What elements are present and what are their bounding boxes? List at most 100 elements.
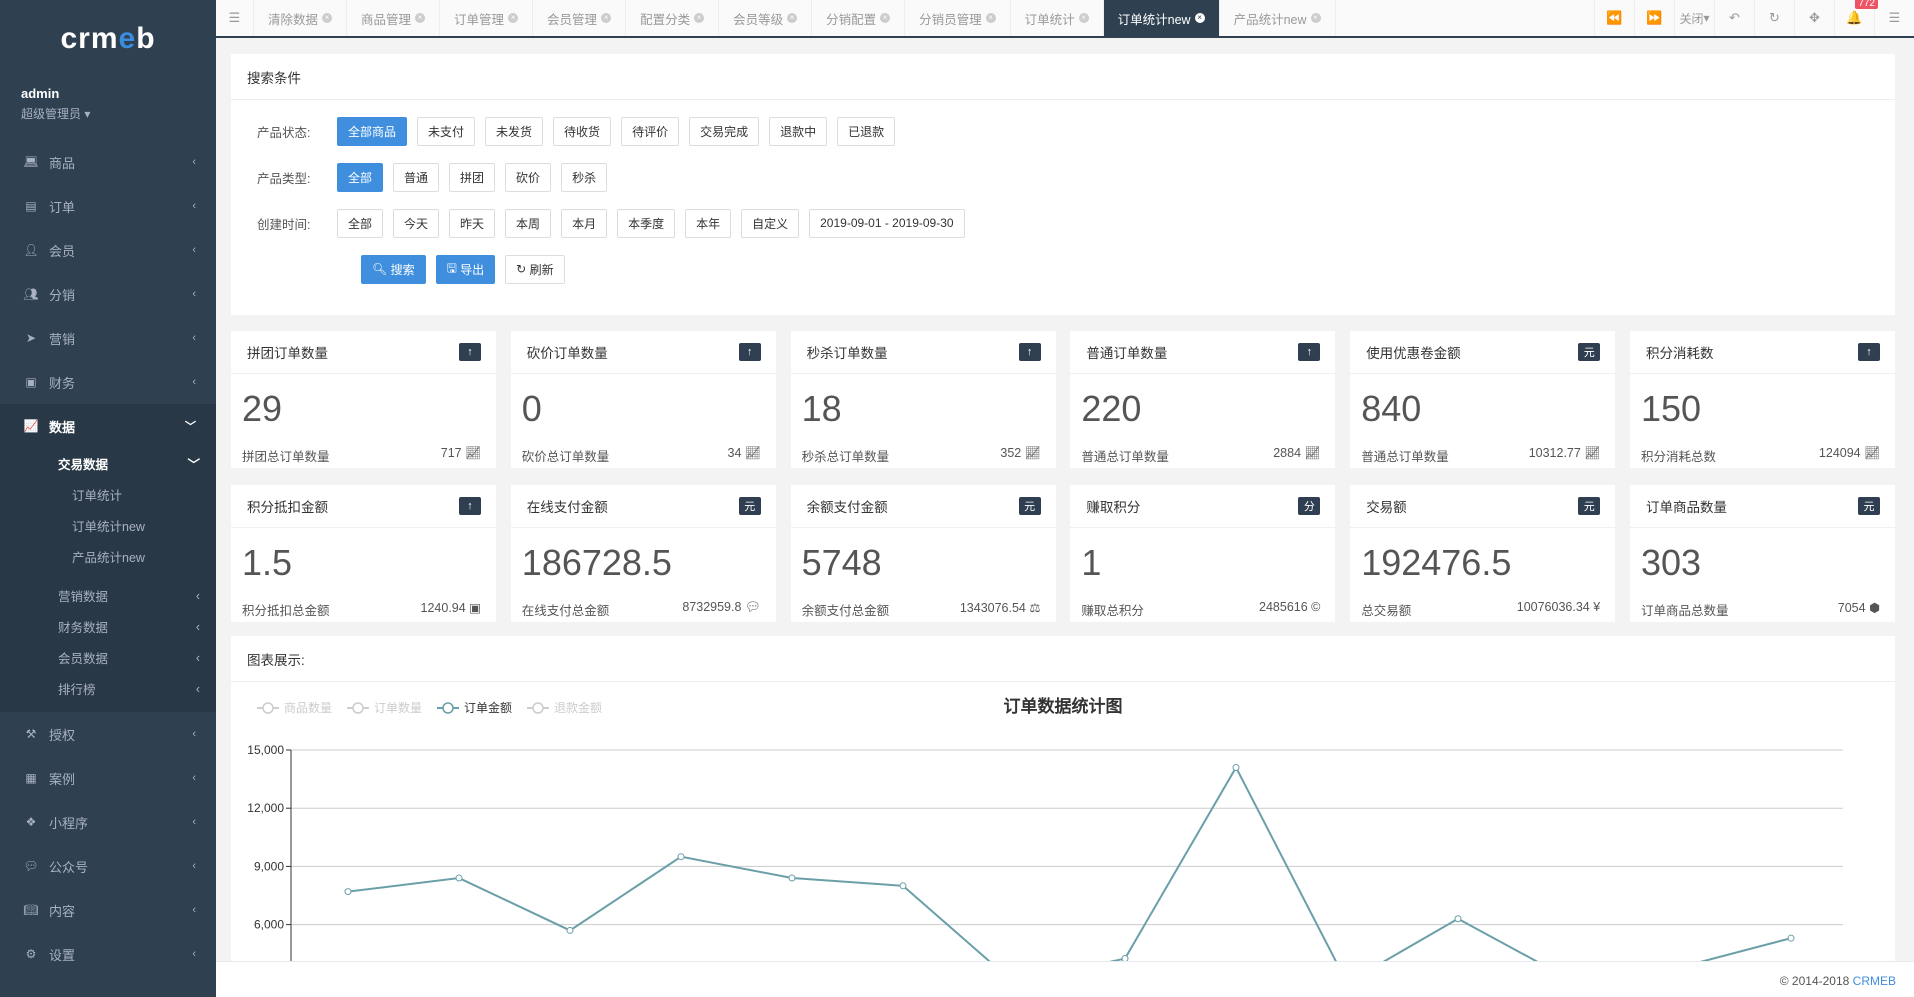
sidebar-group-trade-data[interactable]: 交易数据 ﹀ — [0, 448, 216, 479]
data-point[interactable] — [1232, 763, 1240, 771]
legend-marker[interactable] — [352, 702, 364, 714]
filter-option[interactable]: 交易完成 — [689, 116, 760, 146]
sidebar-subgroup[interactable]: 会员数据 ‹ — [0, 642, 216, 673]
filter-option[interactable]: 退款中 — [769, 116, 828, 146]
filter-option[interactable]: 本年 — [685, 208, 732, 238]
close-tab-icon[interactable]: × — [1194, 13, 1205, 23]
close-tab-icon[interactable]: × — [601, 13, 612, 23]
sidebar-subitem[interactable]: 订单统计 — [0, 479, 216, 510]
tab[interactable]: 清除数据 × — [254, 0, 348, 36]
close-tab-icon[interactable]: × — [1078, 13, 1089, 23]
close-tab-icon[interactable]: × — [985, 13, 996, 23]
card-value: 303 — [1641, 542, 1702, 583]
search-button[interactable]: 🔍︎ 搜索 — [361, 254, 426, 284]
tab[interactable]: 分销员管理 × — [905, 0, 1011, 36]
sidebar-item-users[interactable]: 👥︎ 分销 ‹ — [0, 272, 216, 316]
sidebar-item-user[interactable]: 👤︎ 会员 ‹ — [0, 228, 216, 272]
scroll-right-icon[interactable]: ⏩ — [1634, 0, 1674, 36]
filter-option[interactable]: 砍价 — [505, 162, 552, 192]
sidebar-item-newspaper[interactable]: ▦ 案例 ‹ — [0, 756, 216, 800]
sidebar-item-cubes[interactable]: ❖ 小程序 ‹ — [0, 800, 216, 844]
legend-item[interactable]: 退款金额 — [554, 700, 602, 715]
filter-option[interactable]: 全部商品 — [337, 116, 408, 146]
right-menu-icon[interactable]: ☰ — [1874, 0, 1914, 36]
tab[interactable]: 订单统计 × — [1011, 0, 1104, 36]
bell-icon[interactable]: 🔔 772 — [1834, 0, 1878, 36]
sidebar-item-money[interactable]: ▣ 财务 ‹ — [0, 360, 216, 404]
data-point[interactable] — [899, 882, 907, 890]
filter-option[interactable]: 全部 — [337, 208, 384, 238]
legend-marker[interactable] — [442, 702, 454, 714]
data-point[interactable] — [788, 874, 796, 882]
filter-option[interactable]: 全部 — [337, 162, 384, 192]
filter-option[interactable]: 秒杀 — [561, 162, 608, 192]
filter-option[interactable]: 拼团 — [449, 162, 496, 192]
close-tab-icon[interactable]: × — [1310, 13, 1321, 23]
filter-option[interactable]: 本季度 — [617, 208, 676, 238]
tab[interactable]: 配置分类 × — [626, 0, 720, 36]
legend-marker[interactable] — [262, 702, 274, 714]
filter-option[interactable]: 已退款 — [837, 116, 896, 146]
tab[interactable]: 订单管理 × — [440, 0, 534, 36]
filter-option[interactable]: 今天 — [393, 208, 440, 238]
sidebar-item-laptop[interactable]: 💻︎ 商品 ‹ — [0, 140, 216, 184]
data-point[interactable] — [1787, 934, 1795, 942]
data-point[interactable] — [1454, 915, 1462, 923]
legend-marker[interactable] — [532, 702, 544, 714]
tab[interactable]: 订单统计new × — [1103, 0, 1220, 36]
tab[interactable]: 商品管理 × — [347, 0, 441, 36]
filter-option[interactable]: 未支付 — [417, 116, 476, 146]
close-tab-icon[interactable]: × — [415, 13, 426, 23]
sidebar-item-paper-plane[interactable]: ➤ 营销 ‹ — [0, 316, 216, 360]
refresh-button[interactable]: ↻ 刷新 — [505, 254, 565, 284]
menu-toggle-icon[interactable]: ☰ — [216, 0, 254, 36]
filter-option[interactable]: 未发货 — [485, 116, 544, 146]
filter-option[interactable]: 待收货 — [553, 116, 612, 146]
close-tabs-dropdown[interactable]: 关闭 ▾ — [1674, 0, 1714, 36]
sidebar-subitem[interactable]: 产品统计new — [0, 541, 216, 572]
legend-item[interactable]: 订单金额 — [464, 700, 512, 715]
reply-icon[interactable]: ↶ — [1714, 0, 1754, 36]
move-arrows-icon[interactable]: ✥ — [1794, 0, 1834, 36]
data-point[interactable] — [1121, 955, 1129, 961]
sidebar-item-gavel[interactable]: ⚒ 授权 ‹ — [0, 712, 216, 756]
legend-item[interactable]: 订单数量 — [374, 700, 422, 715]
data-point[interactable] — [455, 874, 463, 882]
sidebar-item-book[interactable]: 📖︎ 内容 ‹ — [0, 888, 216, 932]
filter-option[interactable]: 待评价 — [621, 116, 680, 146]
date-range-input[interactable]: 2019-09-01 - 2019-09-30 — [809, 208, 965, 238]
close-tab-icon[interactable]: × — [322, 13, 333, 23]
filter-option[interactable]: 自定义 — [741, 208, 800, 238]
filter-option[interactable]: 本月 — [561, 208, 608, 238]
close-tab-icon[interactable]: × — [880, 13, 891, 23]
sidebar-subgroup[interactable]: 排行榜 ‹ — [0, 673, 216, 704]
close-tab-icon[interactable]: × — [508, 13, 519, 23]
user-profile[interactable]: admin 超级管理员 ▾ — [0, 78, 216, 140]
data-point[interactable] — [677, 853, 685, 861]
filter-option[interactable]: 本周 — [505, 208, 552, 238]
card-subtitle: 总交易额 — [1361, 604, 1412, 618]
scroll-left-icon[interactable]: ⏪ — [1594, 0, 1634, 36]
tab[interactable]: 会员等级 × — [719, 0, 813, 36]
sidebar-subgroup[interactable]: 财务数据 ‹ — [0, 611, 216, 642]
sidebar-item-wechat[interactable]: 💬︎ 公众号 ‹ — [0, 844, 216, 888]
sidebar-subgroup[interactable]: 营销数据 ‹ — [0, 580, 216, 611]
legend-item[interactable]: 商品数量 — [284, 700, 332, 715]
tab[interactable]: 会员管理 × — [533, 0, 627, 36]
close-tab-icon[interactable]: × — [694, 13, 705, 23]
sidebar-item-gear[interactable]: ⚙ 设置 ‹ — [0, 932, 216, 976]
refresh-icon[interactable]: ↻ — [1754, 0, 1794, 36]
filter-option[interactable]: 昨天 — [449, 208, 496, 238]
close-tab-icon[interactable]: × — [787, 13, 798, 23]
tab[interactable]: 分销配置 × — [812, 0, 906, 36]
sidebar-item-list-alt[interactable]: ▤ 订单 ‹ — [0, 184, 216, 228]
data-point[interactable] — [344, 888, 352, 896]
sidebar-item-data[interactable]: 📈 数据 ﹀ — [0, 404, 216, 448]
filter-option[interactable]: 普通 — [393, 162, 440, 192]
data-point[interactable] — [566, 926, 574, 934]
export-button[interactable]: 🖫 导出 — [435, 254, 496, 284]
tab[interactable]: 产品统计new × — [1220, 0, 1336, 36]
sidebar-subitem[interactable]: 订单统计new — [0, 510, 216, 541]
brand-link[interactable]: CRMEB — [1852, 974, 1896, 988]
user-role-dropdown[interactable]: 超级管理员 ▾ — [21, 107, 91, 121]
